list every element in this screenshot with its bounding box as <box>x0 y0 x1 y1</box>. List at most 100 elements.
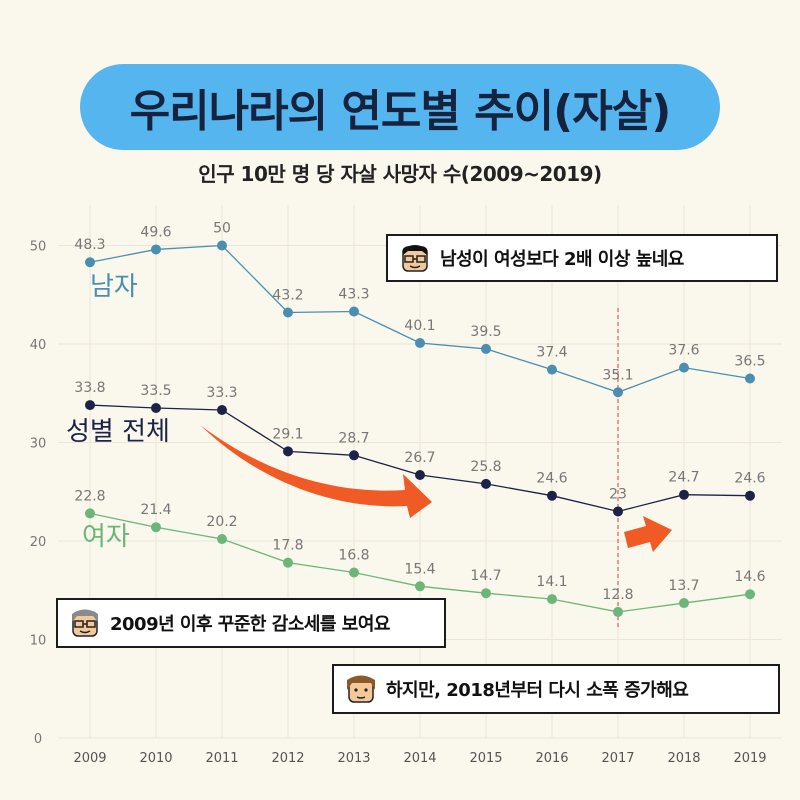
data-label: 33.3 <box>206 385 237 401</box>
data-point <box>745 490 755 501</box>
data-label: 28.7 <box>338 430 369 446</box>
data-point <box>85 400 95 411</box>
x-tick-label: 2016 <box>535 751 568 766</box>
data-label: 14.6 <box>734 569 765 585</box>
data-label: 40.1 <box>404 318 435 334</box>
brown-hair-face-icon <box>347 675 375 703</box>
male-face-icon <box>402 245 428 272</box>
x-tick-label: 2017 <box>601 751 634 766</box>
series-name-label: 성별 전체 <box>66 417 170 447</box>
data-point <box>151 244 161 255</box>
label-layer: 48.3 49.6 50 43.2 43.3 40.1 39.5 37.4 35.1 37.6 36… <box>74 221 765 603</box>
data-label: 22.8 <box>74 488 105 504</box>
x-tick-label: 2011 <box>205 751 238 766</box>
x-tick-label: 2012 <box>271 751 304 766</box>
data-label: 24.7 <box>668 470 699 486</box>
series-layer <box>85 240 755 617</box>
data-point <box>745 373 755 384</box>
series-name-label: 여자 <box>82 522 130 552</box>
x-tick-label: 2010 <box>139 751 172 766</box>
data-label: 14.7 <box>470 568 501 584</box>
male-note-box: 남성이 여성보다 2배 이상 높네요 <box>386 234 778 282</box>
y-tick-label: 20 <box>30 535 47 550</box>
rise-note-box: 하지만, 2018년부터 다시 소폭 증가해요 <box>332 664 780 714</box>
data-point <box>481 588 491 599</box>
data-label: 23 <box>609 486 627 502</box>
data-point <box>151 522 161 533</box>
x-tick-label: 2009 <box>73 751 106 766</box>
data-point <box>679 598 689 609</box>
arrow-layer <box>200 425 672 552</box>
decline-note-text: 2009년 이후 꾸준한 감소세를 보여요 <box>110 614 390 635</box>
data-label: 35.1 <box>602 367 633 383</box>
data-label: 13.7 <box>668 578 699 594</box>
data-label: 25.8 <box>470 459 501 475</box>
x-tick-label: 2013 <box>337 751 370 766</box>
data-label: 15.4 <box>404 561 435 577</box>
data-point <box>745 589 755 600</box>
title-banner: 우리나라의 연도별 추이(자살) <box>80 64 720 150</box>
data-point <box>217 240 227 251</box>
data-point <box>283 307 293 318</box>
data-label: 24.6 <box>734 471 765 487</box>
data-point <box>547 364 557 375</box>
data-label: 12.8 <box>602 587 633 603</box>
data-point <box>349 450 359 461</box>
data-point <box>85 508 95 519</box>
y-tick-label: 0 <box>34 732 42 747</box>
data-label: 49.6 <box>140 224 171 240</box>
data-point <box>613 387 623 398</box>
data-label: 36.5 <box>734 353 765 369</box>
x-tick-label: 2015 <box>469 751 502 766</box>
rise-note-text: 하지만, 2018년부터 다시 소폭 증가해요 <box>386 680 689 701</box>
data-point <box>283 446 293 457</box>
decline-note-box: 2009년 이후 꾸준한 감소세를 보여요 <box>56 598 446 648</box>
data-point <box>679 489 689 500</box>
data-point <box>415 581 425 592</box>
data-label: 37.6 <box>668 343 699 359</box>
data-point <box>613 506 623 517</box>
x-tick-label: 2014 <box>403 751 436 766</box>
data-label: 17.8 <box>272 538 303 554</box>
data-label: 26.7 <box>404 450 435 466</box>
x-tick-label: 2018 <box>667 751 700 766</box>
rise-arrow-icon <box>624 516 672 552</box>
data-point <box>349 306 359 317</box>
data-label: 39.5 <box>470 324 501 340</box>
data-point <box>481 478 491 489</box>
gray-hair-face-icon <box>72 609 98 637</box>
data-point <box>283 557 293 568</box>
data-label: 37.4 <box>536 345 567 361</box>
data-point <box>415 470 425 481</box>
data-point <box>679 362 689 373</box>
data-label: 48.3 <box>74 237 105 253</box>
data-point <box>349 567 359 578</box>
data-point <box>613 606 623 617</box>
data-label: 43.3 <box>338 286 369 302</box>
data-point <box>481 343 491 354</box>
series-name-label: 남자 <box>90 272 138 302</box>
y-tick-label: 40 <box>30 338 47 353</box>
data-label: 33.5 <box>140 383 171 399</box>
data-label: 14.1 <box>536 574 567 590</box>
data-point <box>217 404 227 415</box>
x-tick-label: 2019 <box>733 751 766 766</box>
data-point <box>85 257 95 268</box>
data-point <box>547 490 557 501</box>
data-label: 16.8 <box>338 548 369 564</box>
y-tick-label: 50 <box>30 240 47 255</box>
chart-subtitle: 인구 10만 명 당 자살 사망자 수(2009~2019) <box>198 162 602 186</box>
data-point <box>547 594 557 605</box>
data-label: 21.4 <box>140 502 171 518</box>
data-label: 20.2 <box>206 514 237 530</box>
data-label: 43.2 <box>272 287 303 303</box>
data-label: 33.8 <box>74 380 105 396</box>
y-tick-label: 10 <box>30 634 47 649</box>
data-point <box>415 338 425 349</box>
page-title: 우리나라의 연도별 추이(자살) <box>129 86 672 137</box>
data-label: 29.1 <box>272 426 303 442</box>
data-point <box>217 534 227 545</box>
decline-arrow-icon <box>200 425 432 518</box>
y-tick-label: 30 <box>30 437 47 452</box>
